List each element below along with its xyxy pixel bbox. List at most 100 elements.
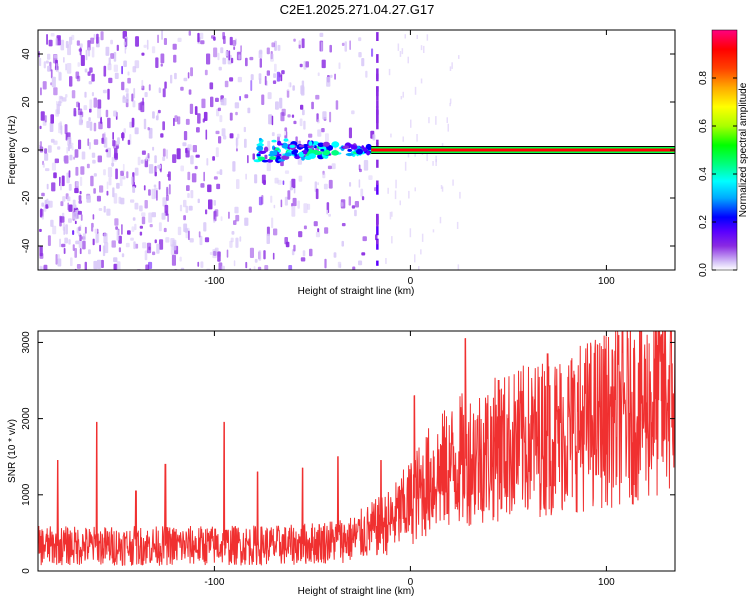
noise-blob	[232, 161, 236, 172]
noise-blob	[88, 249, 91, 255]
noise-blob	[326, 209, 328, 215]
noise-blob	[72, 199, 76, 209]
noise-blob	[315, 188, 319, 200]
noise-blob	[65, 41, 69, 49]
noise-blob	[117, 137, 120, 145]
noise-blob	[165, 210, 168, 216]
noise-blob	[59, 238, 61, 248]
noise-blob	[48, 39, 53, 47]
noise-stripe	[376, 32, 379, 266]
noise-blob	[297, 200, 300, 209]
noise-blob	[93, 139, 99, 145]
noise-blob	[77, 210, 82, 215]
noise-blob	[46, 183, 49, 190]
noise-blob	[293, 38, 296, 42]
noise-blob	[302, 250, 306, 257]
noise-blob	[202, 118, 205, 123]
noise-blob	[89, 121, 93, 131]
noise-blob	[309, 248, 313, 257]
noise-blob	[409, 228, 412, 238]
noise-blob	[68, 170, 71, 178]
noise-blob	[203, 222, 207, 232]
noise-blob	[299, 118, 303, 127]
stripe-segment	[376, 91, 379, 101]
colorbar-tick-label: 0.4	[698, 167, 709, 181]
noise-blob	[116, 182, 120, 189]
onset-blob	[258, 142, 263, 145]
noise-blob	[58, 72, 62, 81]
noise-blob	[74, 149, 79, 158]
noise-blob	[319, 32, 324, 37]
noise-blob	[148, 189, 151, 196]
noise-blob	[70, 257, 73, 267]
noise-blob	[358, 37, 362, 42]
noise-blob	[401, 48, 404, 55]
noise-blob	[371, 48, 374, 57]
x-tick-label: -100	[204, 577, 224, 588]
noise-blob	[341, 240, 344, 247]
noise-blob	[134, 60, 140, 69]
noise-blob	[61, 243, 66, 248]
noise-blob	[118, 235, 122, 244]
noise-blob	[277, 44, 281, 51]
noise-blob	[219, 169, 223, 175]
noise-blob	[435, 155, 437, 163]
noise-blob	[147, 153, 150, 159]
noise-blob	[221, 265, 225, 270]
noise-blob	[98, 208, 103, 211]
noise-blob	[428, 117, 430, 124]
onset-blob	[274, 147, 280, 151]
stripe-segment	[376, 100, 379, 108]
noise-blob	[91, 92, 94, 97]
noise-blob	[157, 164, 162, 169]
noise-blob	[217, 251, 221, 262]
noise-blob	[321, 59, 326, 69]
noise-blob	[205, 209, 208, 215]
noise-blob	[256, 64, 259, 71]
noise-blob	[68, 183, 72, 191]
noise-blob	[172, 154, 177, 163]
noise-blob	[69, 36, 73, 45]
noise-blob	[271, 217, 274, 229]
noise-blob	[142, 97, 144, 106]
noise-blob	[187, 193, 190, 198]
noise-blob	[120, 197, 125, 205]
noise-blob	[53, 172, 57, 179]
onset-blob	[302, 149, 308, 155]
noise-blob	[107, 117, 111, 129]
noise-blob	[197, 198, 200, 204]
noise-blob	[322, 111, 327, 120]
noise-blob	[249, 247, 254, 258]
noise-blob	[303, 203, 308, 214]
noise-blob	[78, 226, 81, 231]
noise-blob	[163, 38, 167, 45]
noise-blob	[132, 100, 136, 108]
noise-blob	[407, 56, 409, 64]
noise-blob	[284, 170, 290, 174]
noise-blob	[317, 129, 322, 137]
noise-blob	[141, 79, 144, 89]
noise-blob	[177, 37, 182, 42]
noise-blob	[86, 195, 91, 203]
noise-blob	[161, 212, 166, 220]
noise-blob	[457, 264, 460, 270]
noise-blob	[79, 43, 83, 48]
noise-blob	[449, 102, 451, 107]
onset-blob	[258, 137, 262, 141]
noise-blob	[441, 186, 444, 192]
noise-blob	[113, 51, 117, 62]
noise-blob	[282, 180, 285, 185]
noise-blob	[130, 199, 135, 203]
noise-blob	[281, 70, 285, 75]
noise-blob	[237, 76, 242, 83]
noise-blob	[57, 258, 62, 267]
noise-blob	[139, 225, 143, 229]
noise-blob	[446, 117, 448, 123]
noise-blob	[51, 162, 56, 171]
onset-blob	[283, 138, 289, 142]
noise-blob	[39, 265, 42, 270]
noise-blob	[145, 264, 150, 270]
noise-blob	[49, 122, 54, 132]
noise-blob	[151, 188, 156, 200]
